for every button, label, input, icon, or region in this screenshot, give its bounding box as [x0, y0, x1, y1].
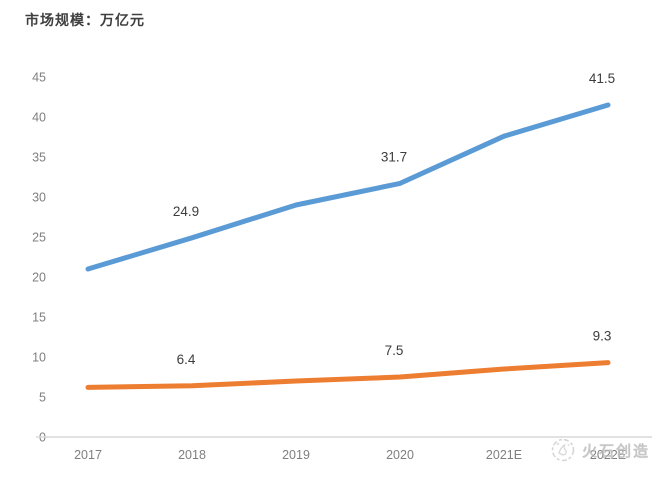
data-label: 41.5 — [589, 71, 615, 86]
data-label: 24.9 — [173, 204, 199, 219]
y-axis-tick-label: 25 — [32, 231, 46, 245]
series-line-orange — [85, 360, 611, 390]
y-axis-tick-label: 10 — [32, 351, 46, 365]
data-label: 31.7 — [381, 149, 407, 164]
y-axis-tick-label: 45 — [32, 71, 46, 85]
y-axis-tick-label: 20 — [32, 271, 46, 285]
data-label: 6.4 — [177, 352, 196, 367]
x-axis-tick-label: 2021E — [486, 448, 522, 462]
data-label: 9.3 — [593, 329, 612, 344]
y-axis-tick-label: 15 — [32, 311, 46, 325]
x-axis-tick-label: 2020 — [386, 448, 414, 462]
y-axis-tick-label: 5 — [39, 391, 46, 405]
y-axis-tick-label: 40 — [32, 111, 46, 125]
y-axis-tick-label: 35 — [32, 151, 46, 165]
x-axis-tick-label: 2019 — [282, 448, 310, 462]
y-axis-tick-label: 30 — [32, 191, 46, 205]
series-line-blue — [85, 102, 611, 272]
x-axis-tick-label: 2018 — [178, 448, 206, 462]
x-axis-tick-label: 2017 — [74, 448, 102, 462]
data-label: 7.5 — [385, 343, 404, 358]
x-axis-tick-label: 2022E — [590, 448, 626, 462]
chart-title: 市场规模：万亿元 — [25, 12, 145, 28]
